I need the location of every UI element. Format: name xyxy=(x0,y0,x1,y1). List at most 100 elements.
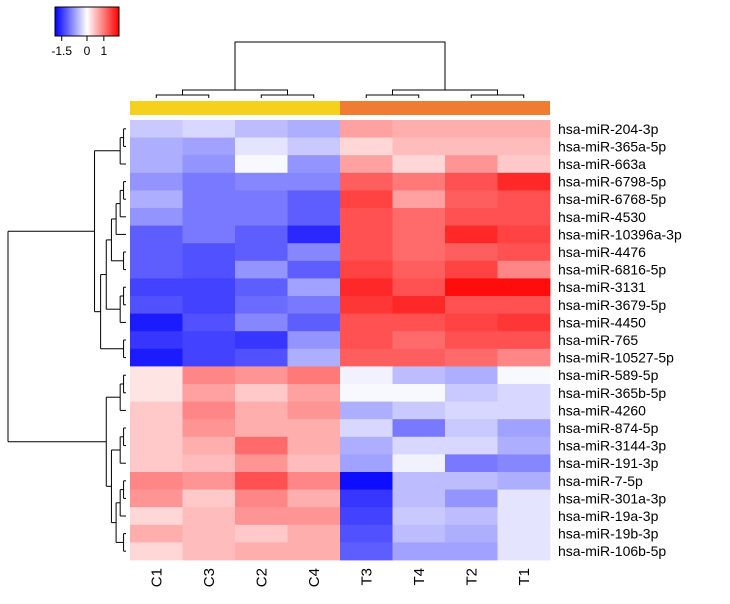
heatmap-cell xyxy=(182,348,236,367)
heatmap-cell xyxy=(445,172,498,191)
legend-ticks: -1.5 0 1 xyxy=(51,36,107,58)
row-label: hsa-miR-765 xyxy=(558,332,638,348)
heatmap-cell xyxy=(287,331,341,350)
heatmap-cell xyxy=(392,120,446,138)
heatmap-cell xyxy=(130,436,183,455)
col-dendro-link xyxy=(182,89,288,95)
row-label: hsa-miR-874-5p xyxy=(558,420,659,436)
heatmap-cell xyxy=(497,137,551,156)
heatmap-cell xyxy=(130,401,183,420)
heatmap-cell xyxy=(445,296,498,314)
heatmap-cell xyxy=(235,472,288,490)
heatmap-cell xyxy=(235,225,288,244)
heatmap-cell xyxy=(130,489,183,508)
heatmap-cell xyxy=(287,524,341,543)
heatmap-cell xyxy=(497,120,551,138)
heatmap-cell xyxy=(340,278,393,297)
heatmap-cell xyxy=(130,243,183,262)
heatmap-cell xyxy=(287,542,341,561)
heatmap-cell xyxy=(130,155,183,174)
heatmap-cell xyxy=(445,137,498,156)
heatmap-cell xyxy=(182,155,236,174)
legend-color-bar xyxy=(54,6,120,37)
heatmap-cell xyxy=(287,296,341,314)
column-label: C3 xyxy=(201,568,218,587)
heatmap-cell xyxy=(287,384,341,402)
heatmap-cell xyxy=(182,190,236,209)
heatmap-cell xyxy=(130,348,183,367)
color-legend: -1.5 0 1 xyxy=(51,6,120,58)
heatmap-cell xyxy=(497,348,551,367)
heatmap-cell xyxy=(287,436,341,455)
heatmap-cell xyxy=(182,208,236,226)
row-label: hsa-miR-3144-3p xyxy=(558,438,666,454)
heatmap-cell xyxy=(497,436,551,455)
heatmap-cell xyxy=(340,507,393,526)
heatmap-cell xyxy=(445,507,498,526)
heatmap-cell xyxy=(497,542,551,561)
heatmap-cell xyxy=(497,260,551,279)
col-dendro-link xyxy=(392,89,498,95)
row-label: hsa-miR-4450 xyxy=(558,314,646,330)
col-dendro-link xyxy=(234,41,446,90)
heatmap-cell xyxy=(235,401,288,420)
heatmap-cell xyxy=(340,225,393,244)
heatmap-cell xyxy=(392,436,446,455)
heatmap-cell xyxy=(287,489,341,508)
heatmap-cell xyxy=(182,313,236,332)
heatmap-cell xyxy=(445,278,498,297)
heatmap-cell xyxy=(445,120,498,138)
heatmap-cell xyxy=(182,436,236,455)
heatmap-cell xyxy=(497,384,551,402)
heatmap-cell xyxy=(182,454,236,473)
row-label: hsa-miR-19a-3p xyxy=(558,508,659,524)
col-dendro-link xyxy=(470,94,525,98)
row-label: hsa-miR-6798-5p xyxy=(558,174,666,190)
heatmap-cell xyxy=(235,507,288,526)
heatmap-cell xyxy=(182,137,236,156)
heatmap-cell xyxy=(445,260,498,279)
column-label: T4 xyxy=(411,568,428,586)
heatmap-cell xyxy=(287,155,341,174)
row-label: hsa-miR-4530 xyxy=(558,209,646,225)
row-label: hsa-miR-4476 xyxy=(558,244,646,260)
heatmap-cell xyxy=(392,384,446,402)
heatmap-cell xyxy=(130,542,183,561)
heatmap-cell xyxy=(182,472,236,490)
heatmap-cell xyxy=(182,489,236,508)
heatmap-cell xyxy=(340,260,393,279)
heatmap-cell xyxy=(287,348,341,367)
row-label: hsa-miR-106b-5p xyxy=(558,543,666,559)
row-label: hsa-miR-19b-3p xyxy=(558,526,659,542)
heatmap-cell xyxy=(235,331,288,350)
heatmap-cell xyxy=(235,454,288,473)
heatmap-cell xyxy=(130,524,183,543)
heatmap-cell xyxy=(497,225,551,244)
heatmap-cell xyxy=(182,260,236,279)
heatmap-cell xyxy=(340,489,393,508)
heatmap-cell xyxy=(392,507,446,526)
heatmap-cell xyxy=(235,120,288,138)
heatmap-cell xyxy=(497,313,551,332)
column-label: C2 xyxy=(253,568,270,587)
heatmap-cell xyxy=(392,401,446,420)
heatmap-cell xyxy=(182,225,236,244)
heatmap-cell xyxy=(445,155,498,174)
heatmap-cell xyxy=(445,331,498,350)
heatmap-cell xyxy=(445,208,498,226)
row-label: hsa-miR-3131 xyxy=(558,279,646,295)
heatmap-cell xyxy=(392,243,446,262)
heatmap-cell xyxy=(182,524,236,543)
heatmap-cell xyxy=(340,155,393,174)
heatmap-cell xyxy=(497,243,551,262)
heatmap-cell xyxy=(287,208,341,226)
heatmap-cell xyxy=(392,419,446,438)
heatmap-cell xyxy=(182,120,236,138)
heatmap-cell xyxy=(445,366,498,385)
heatmap-cell xyxy=(235,489,288,508)
heatmap-cell xyxy=(497,472,551,490)
heatmap-cell xyxy=(392,472,446,490)
heatmap-cell xyxy=(445,225,498,244)
heatmap-cell xyxy=(287,225,341,244)
heatmap-cell xyxy=(445,472,498,490)
